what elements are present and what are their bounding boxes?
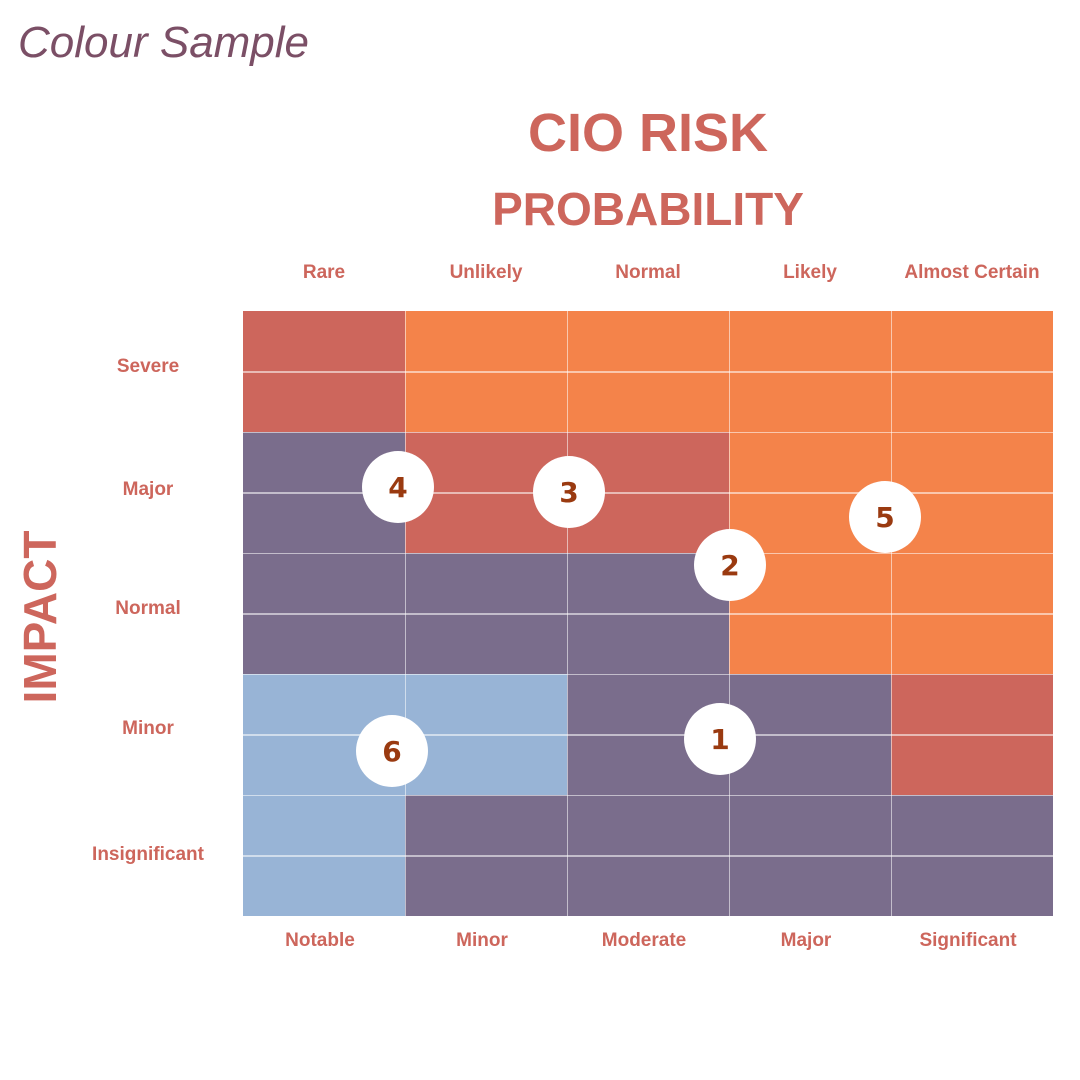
grid-line	[243, 613, 1053, 615]
probability-label: Likely	[783, 262, 837, 283]
caption: Colour Sample	[18, 18, 310, 67]
probability-label: Unlikely	[449, 262, 523, 283]
grid-line	[243, 431, 1053, 433]
probability-label: Normal	[615, 262, 681, 283]
consequence-label: Significant	[919, 930, 1017, 951]
y-axis-title: IMPACT	[14, 530, 66, 704]
consequence-label: Minor	[456, 930, 508, 951]
probability-label: Rare	[302, 262, 346, 283]
impact-label: Insignificant	[92, 844, 204, 865]
impact-label: Minor	[122, 718, 174, 739]
risk-marker: 1	[684, 703, 756, 775]
grid-line	[243, 734, 1053, 736]
probability-label: Almost Certain	[904, 262, 1040, 283]
risk-matrix	[243, 311, 1053, 916]
risk-marker: 6	[356, 715, 428, 787]
impact-label: Severe	[116, 356, 180, 377]
grid-line	[404, 311, 406, 916]
consequence-label: Major	[780, 930, 832, 951]
grid-line	[890, 311, 892, 916]
consequence-label: Moderate	[601, 930, 687, 951]
grid-line	[243, 855, 1053, 857]
grid-line	[243, 794, 1053, 796]
grid-line	[728, 311, 730, 916]
grid-line	[243, 492, 1053, 494]
impact-label: Major	[122, 479, 174, 500]
risk-marker: 2	[694, 529, 766, 601]
impact-label: Normal	[115, 598, 181, 619]
grid-line	[243, 673, 1053, 675]
risk-marker: 5	[849, 481, 921, 553]
risk-marker: 4	[362, 451, 434, 523]
consequence-label: Notable	[285, 930, 355, 951]
chart-title: CIO RISK	[527, 103, 769, 163]
risk-marker: 3	[533, 456, 605, 528]
x-axis-title: PROBABILITY	[492, 183, 804, 235]
grid-line	[243, 552, 1053, 554]
grid-line	[566, 311, 568, 916]
grid-line	[243, 371, 1053, 373]
